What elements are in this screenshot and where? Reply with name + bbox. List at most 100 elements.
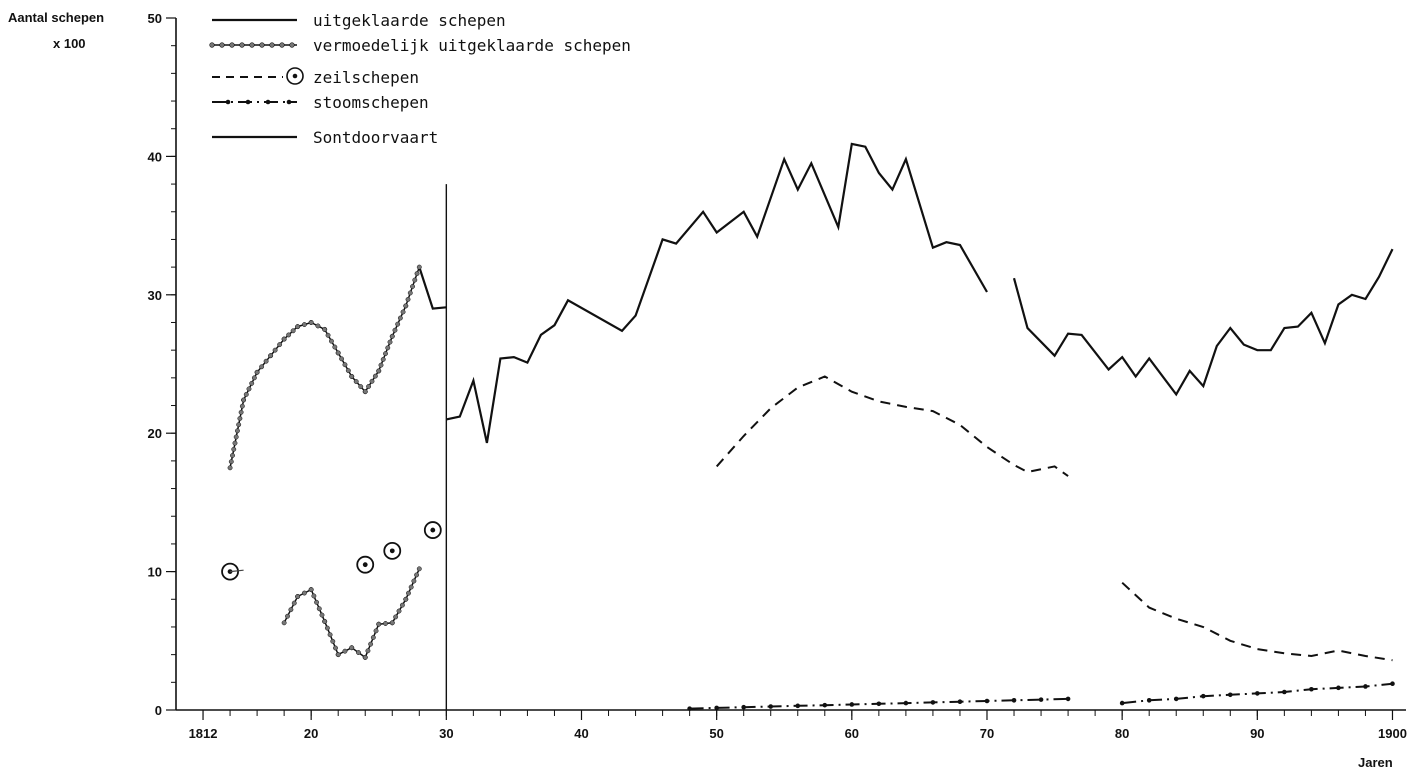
vermoedelijk-dot: [234, 428, 240, 434]
x-tick-label: 1900: [1378, 726, 1407, 741]
vermoedelijk-dot: [412, 277, 418, 283]
vermoedelijk-dot: [396, 608, 402, 614]
y-tick-label: 50: [148, 11, 162, 26]
legend-swatch-dot: [229, 42, 235, 48]
stoomschepen-dot: [903, 700, 909, 706]
legend-swatch-dashdot-dot: [286, 99, 292, 105]
stoomschepen-dot: [822, 702, 828, 708]
y-tick-label: 10: [148, 565, 162, 580]
legend-swatch-dot: [289, 42, 295, 48]
vermoedelijk-dot: [335, 652, 341, 658]
x-tick-label: 70: [980, 726, 994, 741]
legend-item-2: zeilschepen: [212, 67, 419, 87]
vermoedelijk-dot: [316, 606, 322, 612]
stoomschepen-dot: [795, 703, 801, 709]
stoomschepen-dot: [876, 701, 882, 707]
vermoedelijk-dot: [406, 590, 411, 596]
vermoedelijk-dot: [410, 284, 415, 289]
vermoedelijk-dot: [403, 596, 409, 602]
vermoedelijk-dot: [236, 422, 242, 428]
series-line: [446, 142, 988, 444]
vermoedelijk-dot: [349, 645, 355, 651]
x-tick-label: 60: [845, 726, 859, 741]
vermoedelijk-dot: [330, 638, 336, 644]
legend-item-4: Sontdoorvaart: [212, 128, 438, 147]
vermoedelijk-dot: [389, 333, 395, 339]
vermoedelijk-dot: [378, 362, 384, 368]
vermoedelijk-dot: [281, 336, 287, 342]
vermoedelijk-dot: [416, 566, 422, 572]
vermoedelijk-dot: [376, 621, 382, 627]
vermoedelijk-dot: [395, 321, 401, 327]
stoomschepen-dot: [1255, 691, 1260, 696]
vermoedelijk-dot: [314, 599, 320, 605]
vermoedelijk-dot: [416, 264, 422, 270]
stoomschepen-dot: [714, 705, 719, 711]
vermoedelijk-dot: [366, 384, 372, 389]
vermoedelijk-dot: [358, 384, 364, 390]
vermoedelijk-dot: [408, 584, 414, 590]
vermoedelijk-dot: [232, 440, 238, 446]
vermoedelijk-dot: [407, 290, 413, 296]
y-tick-label: 40: [148, 149, 162, 164]
vermoedelijk-dot: [322, 326, 328, 332]
y-axis-label: Aantal schepen: [8, 10, 104, 25]
vermoedelijk-dot: [393, 614, 399, 620]
vermoedelijk-dot: [237, 416, 243, 421]
legend-label: uitgeklaarde schepen: [313, 11, 506, 30]
x-axis-label: Jaren: [1358, 755, 1393, 770]
vermoedelijk-dot: [233, 434, 239, 440]
legend-swatch-dot: [259, 42, 265, 48]
vermoedelijk-dot: [383, 621, 388, 626]
x-tick-label: 50: [709, 726, 723, 741]
vermoedelijk-dot: [327, 632, 333, 638]
stoomschepen-dot: [984, 698, 990, 704]
vermoedelijk-dot: [387, 339, 393, 345]
stoomschepen-dot: [741, 704, 746, 710]
stoomschepen-dot: [687, 706, 692, 711]
vermoedelijk-dot: [370, 635, 376, 640]
vermoedelijk-dot: [399, 602, 405, 608]
vermoedelijk-dot: [230, 453, 235, 458]
stoomschepen-dot: [1282, 689, 1287, 695]
vermoedelijk-dot: [295, 324, 301, 330]
legend-swatch-dot: [249, 42, 255, 48]
stoomschepen-dot: [1146, 698, 1152, 703]
stoomschepen-dot: [1119, 700, 1125, 706]
stoomschepen-dot: [1227, 692, 1233, 698]
vermoedelijk-dot: [414, 572, 420, 578]
series-line: [1121, 581, 1393, 662]
y-axis-sublabel: x 100: [53, 36, 86, 51]
legend-label: Sontdoorvaart: [313, 128, 438, 147]
vermoedelijk-dot: [345, 368, 351, 374]
vermoedelijk-dot: [263, 358, 269, 364]
vermoedelijk-dot: [362, 654, 368, 660]
vermoedelijk-dot: [328, 338, 334, 344]
vermoedelijk-dot: [414, 271, 420, 277]
vermoedelijk-dot: [322, 618, 328, 624]
stoomschepen-dot: [849, 702, 855, 707]
stoomschepen-dot: [1200, 693, 1206, 699]
x-tick-label: 1812: [189, 726, 218, 741]
vermoedelijk-dot: [246, 386, 252, 392]
series-layer: [221, 142, 1395, 711]
vermoedelijk-dot: [365, 648, 371, 654]
vermoedelijk-dot: [392, 327, 398, 333]
vermoedelijk-dot: [285, 613, 290, 619]
vermoedelijk-dot: [376, 368, 382, 374]
vermoedelijk-dot: [342, 648, 348, 654]
vermoedelijk-dot: [356, 650, 361, 656]
vermoedelijk-dot: [325, 332, 331, 338]
series-line: [229, 266, 421, 468]
x-tick-label: 20: [304, 726, 318, 741]
vermoedelijk-dot: [373, 628, 379, 634]
legend-item-1: vermoedelijk uitgeklaarde schepen: [209, 36, 631, 55]
vermoedelijk-dot: [349, 374, 355, 379]
vermoedelijk-dot: [400, 309, 406, 315]
stoomschepen-dot: [768, 704, 774, 709]
x-tick-label: 90: [1250, 726, 1264, 741]
vermoedelijk-dot: [368, 641, 374, 647]
vermoedelijk-dot: [228, 459, 234, 465]
legend-swatch-dashdot-dot: [245, 99, 251, 105]
vermoedelijk-dot: [362, 389, 368, 395]
